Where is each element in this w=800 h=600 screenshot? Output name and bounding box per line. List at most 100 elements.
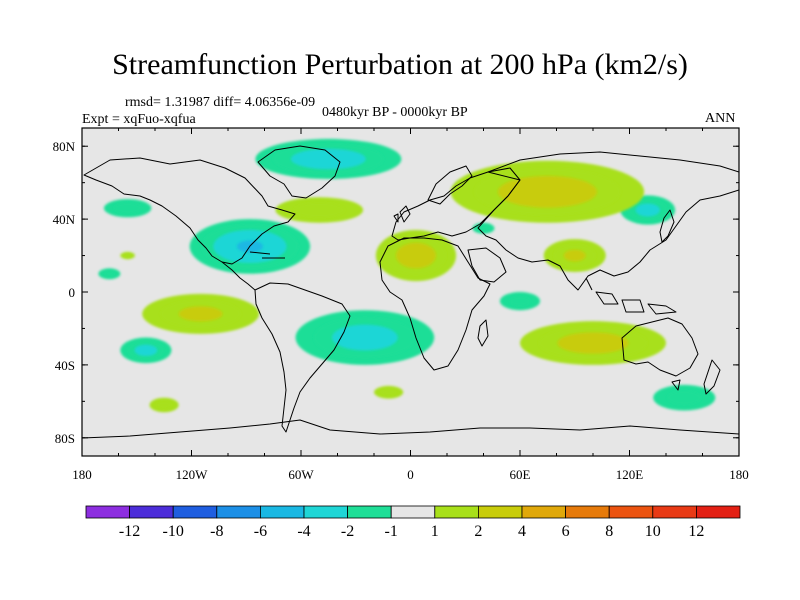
plot-title: Streamfunction Perturbation at 200 hPa (…	[112, 48, 688, 81]
x-tick-label: 120W	[176, 467, 209, 482]
anomaly-band	[113, 202, 142, 214]
anomaly-band	[497, 175, 597, 208]
colorbar-swatch	[347, 505, 392, 519]
coast-british-isles	[393, 205, 411, 223]
anomaly-region	[120, 337, 172, 364]
coast-se-asia-islands	[585, 277, 677, 315]
colorbar-swatch	[172, 505, 218, 519]
anomaly-region	[255, 138, 402, 180]
colorbar-swatch	[303, 505, 348, 519]
x-tick-label: 60E	[510, 467, 531, 482]
colorbar-label: -2	[341, 523, 354, 540]
anomaly-band	[635, 203, 660, 217]
coast-antarctica	[82, 419, 739, 439]
coast-scandinavia	[427, 165, 473, 205]
colorbar-swatch	[477, 505, 523, 519]
colorbar-label: -1	[385, 523, 398, 540]
colorbar-swatch	[521, 505, 566, 519]
anomaly-band	[332, 324, 398, 351]
colorbar-swatch	[216, 505, 261, 519]
x-tick-label: 60W	[288, 467, 314, 482]
colorbar-label: 1	[431, 523, 439, 540]
colorbar: -12 -10 -8 -6 -4 -2 -1 1 2 4 6 8 10 12	[85, 505, 741, 540]
coast-madagascar	[477, 319, 489, 347]
anomaly-region	[653, 384, 716, 411]
anomaly-band	[124, 253, 131, 258]
anomaly-band	[478, 225, 489, 231]
coast-north-america	[83, 157, 296, 265]
x-tick-label: 120E	[616, 467, 644, 482]
anomaly-region	[120, 251, 135, 260]
colorbar-swatch	[608, 505, 654, 519]
colorbar-swatch	[129, 505, 174, 519]
anomaly-band	[563, 249, 586, 262]
y-tick-label: 80N	[53, 139, 76, 154]
colorbar-swatch	[652, 505, 697, 519]
x-tick-label: 0	[407, 467, 414, 482]
colorbar-label: -8	[210, 523, 223, 540]
y-tick-label: 40S	[55, 358, 75, 373]
anomaly-band	[104, 271, 115, 277]
anomaly-region	[620, 195, 676, 225]
anomaly-region	[499, 292, 541, 311]
anomaly-band	[395, 242, 437, 269]
anomaly-band	[381, 389, 396, 396]
coast-central-america	[221, 261, 256, 291]
anomaly-band	[134, 344, 158, 356]
colorbar-label: 4	[518, 523, 526, 540]
experiment-label: Expt = xqFuo-xqfua	[82, 112, 196, 127]
season-label: ANN	[705, 111, 736, 126]
coast-south-america	[254, 282, 351, 433]
anomaly-band	[293, 202, 345, 218]
colorbar-label: 12	[688, 523, 704, 540]
colorbar-label: -4	[297, 523, 310, 540]
colorbar-swatch	[696, 505, 741, 519]
anomaly-band	[156, 401, 172, 409]
anomaly-band	[557, 332, 629, 354]
colorbar-label: 10	[645, 523, 661, 540]
y-tick-label: 0	[69, 285, 76, 300]
coast-africa	[379, 237, 491, 371]
anomaly-region	[450, 160, 645, 223]
anomaly-region	[543, 239, 606, 272]
rmsd-stats: rmsd= 1.31987 diff= 4.06356e-09	[125, 95, 316, 110]
colorbar-swatch	[259, 505, 305, 519]
anomaly-region	[103, 199, 152, 218]
colorbar-swatch	[390, 505, 436, 519]
colorbar-label: -12	[119, 523, 140, 540]
anomaly-field	[98, 138, 716, 413]
y-tick-label: 40N	[53, 212, 76, 227]
coastlines	[82, 145, 739, 439]
anomaly-region	[149, 397, 179, 413]
anomaly-region	[374, 385, 404, 399]
colorbar-swatch	[434, 505, 479, 519]
anomaly-band	[178, 306, 223, 322]
anomaly-region	[472, 222, 495, 234]
coast-tasmania	[671, 379, 681, 391]
colorbar-label: -6	[254, 523, 267, 540]
period-label: 0480kyr BP - 0000kyr BP	[322, 105, 468, 120]
y-tick-label: 80S	[55, 431, 75, 446]
colorbar-label: -10	[163, 523, 184, 540]
anomaly-region	[142, 293, 260, 334]
x-tick-label: 180	[72, 467, 92, 482]
anomaly-region	[295, 310, 435, 365]
anomaly-band	[290, 148, 366, 170]
colorbar-swatch	[85, 505, 130, 519]
colorbar-swatch	[565, 505, 610, 519]
anomaly-band	[509, 296, 531, 306]
anomaly-region	[375, 230, 457, 282]
colorbar-label: 8	[605, 523, 613, 540]
anomaly-region	[98, 268, 121, 280]
coast-asia	[477, 151, 739, 291]
map-background	[82, 128, 739, 456]
x-tick-label: 180	[729, 467, 749, 482]
coast-greenland	[257, 145, 341, 199]
anomaly-region	[520, 321, 666, 365]
anomaly-region	[275, 197, 364, 223]
coast-australia	[621, 317, 699, 377]
axis-ticks: 180 120W 60W 0 60E 120E 180 80N 40N 0 40S 80S	[53, 128, 749, 482]
colorbar-label: 6	[562, 523, 570, 540]
anomaly-band	[667, 390, 702, 405]
